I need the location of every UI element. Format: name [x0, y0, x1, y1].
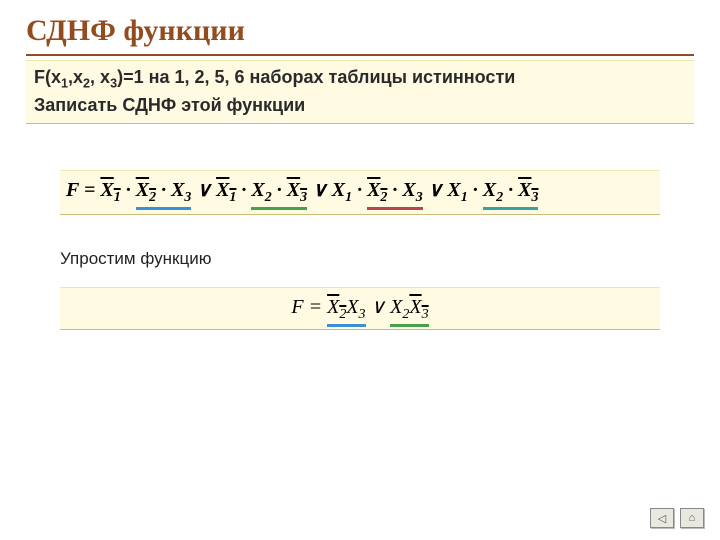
home-button[interactable]: ⌂ — [680, 508, 704, 528]
triangle-left-icon: ◁ — [658, 512, 666, 525]
problem-line1: F(x1,x2, x3)=1 на 1, 2, 5, 6 наборах таб… — [34, 67, 515, 87]
back-button[interactable]: ◁ — [650, 508, 674, 528]
simplified-formula: F = X2X3 ∨ X2X3 — [60, 287, 660, 330]
nav-controls: ◁ ⌂ — [650, 508, 704, 528]
problem-statement: F(x1,x2, x3)=1 на 1, 2, 5, 6 наборах таб… — [26, 60, 694, 124]
problem-line2: Записать СДНФ этой функции — [34, 95, 305, 115]
sdnf-formula: F = X1 · X2 · X3 ∨ X1 · X2 · X3 ∨ X1 · X… — [60, 170, 660, 215]
home-icon: ⌂ — [689, 512, 696, 524]
simplify-label: Упростим функцию — [60, 249, 694, 269]
title-rule — [26, 54, 694, 56]
page-title: СДНФ функции — [26, 14, 694, 48]
